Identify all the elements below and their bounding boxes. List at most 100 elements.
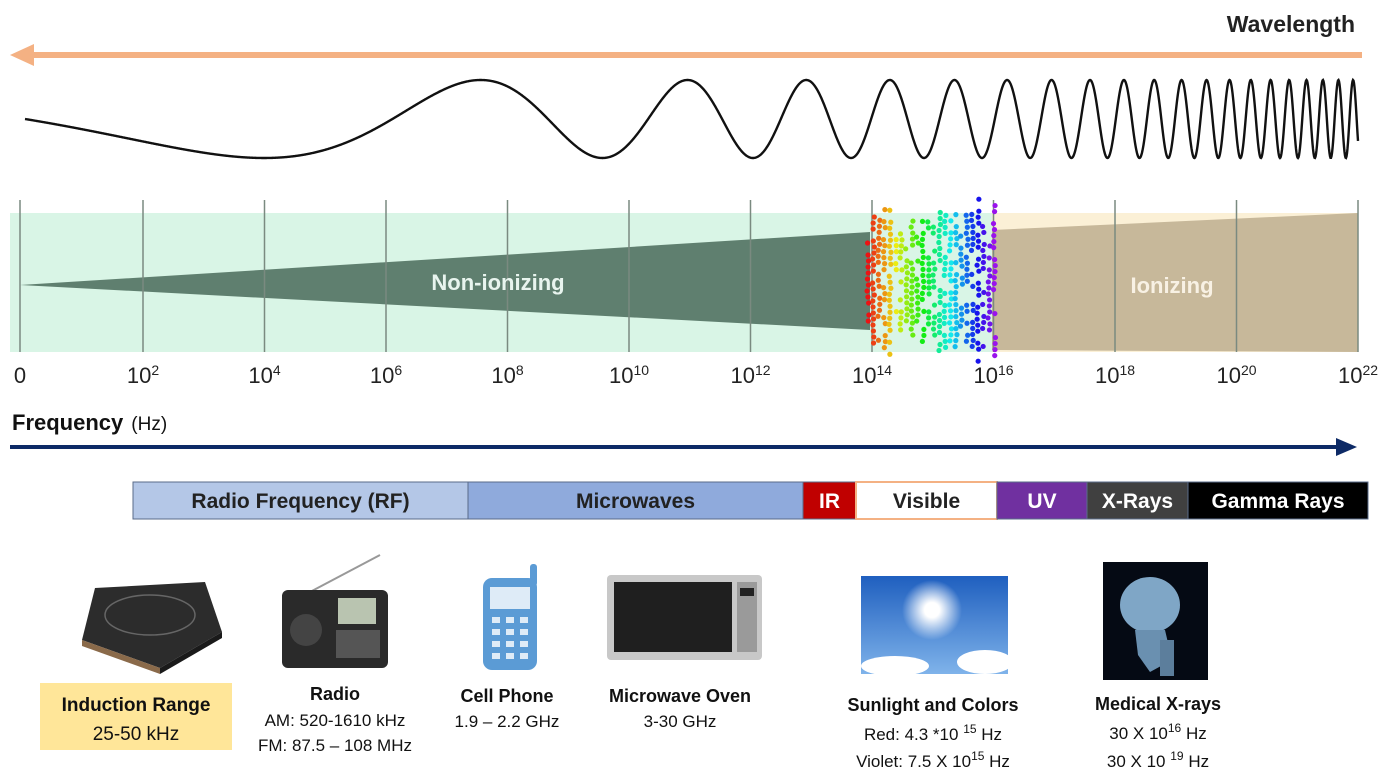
color-dot [942, 267, 947, 272]
tick-base: 10 [609, 363, 633, 388]
color-dot [969, 248, 974, 253]
color-dot [943, 339, 948, 344]
color-dot [921, 279, 926, 284]
detail-text: Hz [977, 725, 1003, 744]
color-dot [964, 231, 969, 236]
device-detail: 1.9 – 2.2 GHz [455, 712, 560, 731]
color-dot [942, 321, 947, 326]
color-dot [953, 338, 958, 343]
tick-label: 0 [14, 363, 26, 388]
band-label: X-Rays [1102, 490, 1173, 513]
color-dot [992, 269, 997, 274]
induction-icon [82, 582, 222, 674]
band-bar: Radio Frequency (RF)MicrowavesIRVisibleU… [133, 482, 1368, 519]
color-dot [949, 260, 954, 265]
color-dot [970, 302, 975, 307]
color-dot [887, 316, 892, 321]
tick-exp: 20 [1241, 362, 1257, 378]
color-dot [904, 276, 909, 281]
color-dot [970, 326, 975, 331]
color-dot [987, 309, 992, 314]
device-name: Induction Range [62, 695, 211, 716]
detail-text: 3-30 GHz [644, 712, 717, 731]
color-dot [958, 246, 963, 251]
color-dot [870, 256, 875, 261]
color-dot [876, 272, 881, 277]
color-dot [888, 250, 893, 255]
color-dot [931, 320, 936, 325]
color-dot [877, 284, 882, 289]
device-detail: Red: 4.3 *10 15 Hz [864, 722, 1002, 744]
color-dot [942, 315, 947, 320]
device-name: Cell Phone [460, 686, 553, 706]
color-dot [938, 294, 943, 299]
color-dot [898, 297, 903, 302]
color-dot [931, 230, 936, 235]
color-dot [970, 344, 975, 349]
color-dot [937, 252, 942, 257]
color-dot [926, 285, 931, 290]
color-dot [904, 264, 909, 269]
color-dot [942, 333, 947, 338]
color-dot [904, 306, 909, 311]
color-dot [886, 322, 891, 327]
color-dot [926, 315, 931, 320]
color-dot [915, 312, 920, 317]
color-dot [932, 248, 937, 253]
color-dot [921, 285, 926, 290]
color-dot [964, 303, 969, 308]
color-dot [910, 314, 915, 319]
tick-label: 106 [370, 362, 402, 388]
device-name: Radio [310, 684, 360, 704]
color-dot [870, 298, 875, 303]
color-dot [936, 240, 941, 245]
device-detail: AM: 520-1610 kHz [265, 711, 406, 730]
color-dot [970, 332, 975, 337]
color-dot [938, 222, 943, 227]
detail-text: 30 X 10 [1107, 752, 1170, 771]
color-dot [883, 333, 888, 338]
color-dot [915, 282, 920, 287]
color-dot [866, 270, 871, 275]
color-dot [953, 344, 958, 349]
color-dot [953, 296, 958, 301]
color-dot [931, 278, 936, 283]
color-dot [871, 226, 876, 231]
color-dot [877, 308, 882, 313]
color-dot [866, 312, 871, 317]
color-dot [981, 290, 986, 295]
color-dot [931, 284, 936, 289]
color-dot [888, 238, 893, 243]
color-dot [876, 338, 881, 343]
color-dot [975, 311, 980, 316]
color-dot [975, 233, 980, 238]
color-dot [980, 302, 985, 307]
color-dot [970, 242, 975, 247]
color-dot [964, 219, 969, 224]
color-dot [932, 314, 937, 319]
color-dot [976, 281, 981, 286]
tick-base: 10 [973, 363, 997, 388]
color-dot [958, 324, 963, 329]
tick-label: 1010 [609, 362, 649, 388]
device-name: Microwave Oven [609, 686, 751, 706]
color-dot [920, 291, 925, 296]
color-dot [914, 234, 919, 239]
device-detail: Violet: 7.5 X 1015 Hz [856, 749, 1010, 771]
color-dot [954, 272, 959, 277]
tick-base: 0 [14, 363, 26, 388]
color-dot [920, 243, 925, 248]
color-dot [976, 215, 981, 220]
tick-base: 10 [1216, 363, 1240, 388]
color-dot [887, 226, 892, 231]
color-dot [970, 224, 975, 229]
color-dot [921, 327, 926, 332]
detail-text: Red: 4.3 *10 [864, 725, 963, 744]
color-dot [953, 290, 958, 295]
color-dot [920, 339, 925, 344]
color-dot [894, 309, 899, 314]
color-dot [991, 221, 996, 226]
color-dot [981, 230, 986, 235]
color-dot [932, 302, 937, 307]
color-dot [888, 220, 893, 225]
